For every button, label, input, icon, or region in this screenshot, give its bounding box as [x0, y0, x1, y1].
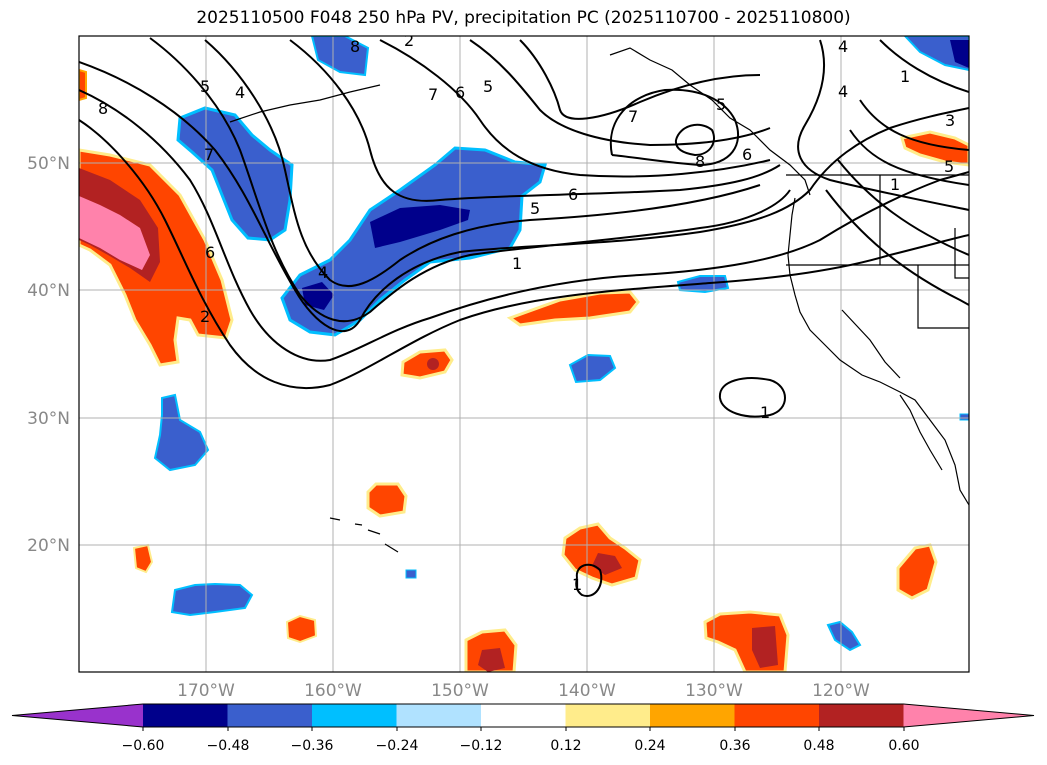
- contour-label: 4: [838, 82, 848, 101]
- contour-label: 6: [455, 83, 465, 102]
- colorbar-tick-label: −0.48: [207, 738, 250, 754]
- contour-label: 8: [98, 99, 108, 118]
- contour-label: 4: [318, 263, 328, 282]
- colorbar-segment: [143, 704, 228, 727]
- contour-label: 5: [483, 77, 493, 96]
- contour-label: 1: [760, 403, 770, 422]
- colorbar-tick-label: 0.36: [719, 738, 750, 754]
- coastlines: [229, 47, 969, 553]
- contour-label: 2: [200, 307, 210, 326]
- contour-label: 8: [350, 37, 360, 56]
- contour-label: 1: [572, 575, 582, 594]
- colorbar-segment: [396, 704, 482, 727]
- map-canvas: 8 5 4 7 6 4 2 8 6 5 7 6 5 1 2 7 8 6 5 1 …: [79, 31, 969, 672]
- lat-label: 50°N: [27, 154, 70, 174]
- colorbar-segment: [565, 704, 651, 727]
- lon-label: 120°W: [812, 681, 870, 701]
- contour-label: 5: [200, 77, 210, 96]
- lon-label: 160°W: [304, 681, 362, 701]
- colorbar-tick-label: −0.24: [376, 738, 419, 754]
- colorbar-segment: [734, 704, 820, 727]
- colorbar-tick-label: 0.60: [888, 738, 919, 754]
- colorbar-segment: [227, 704, 313, 727]
- contour-label: 4: [838, 37, 848, 56]
- contour-label: 2: [404, 31, 414, 50]
- colorbar-tick-label: −0.60: [122, 738, 165, 754]
- pv-contours: [79, 37, 969, 597]
- colorbar-segment: [819, 704, 904, 727]
- contour-label: 5: [716, 95, 726, 114]
- colorbar-extend-max: [903, 704, 1034, 727]
- lon-label: 130°W: [685, 681, 743, 701]
- contour-label: 4: [235, 83, 245, 102]
- colorbar-segments: [11, 703, 1035, 728]
- colorbar-tick-label: 0.48: [803, 738, 834, 754]
- map-frame: [78, 35, 970, 673]
- latitude-labels: 50°N 40°N 30°N 20°N: [27, 154, 70, 556]
- lon-label: 140°W: [558, 681, 616, 701]
- contour-labels: 8 5 4 7 6 4 2 8 6 5 7 6 5 1 2 7 8 6 5 1 …: [98, 31, 955, 594]
- contour-label: 1: [900, 67, 910, 86]
- lat-label: 40°N: [27, 281, 70, 301]
- colorbar-segment: [312, 704, 397, 727]
- contour-label: 7: [428, 85, 438, 104]
- lon-label: 150°W: [431, 681, 489, 701]
- precip-positive-shading: [79, 68, 969, 672]
- contour-label: 6: [568, 185, 578, 204]
- contour-label: 6: [205, 243, 215, 262]
- contour-label: 3: [945, 111, 955, 130]
- lat-label: 30°N: [27, 409, 70, 429]
- colorbar-segment: [481, 704, 566, 727]
- colorbar: −0.60 −0.48 −0.36 −0.24 −0.12 0.12 0.24 …: [11, 703, 1035, 754]
- contour-label: 6: [742, 145, 752, 164]
- colorbar-tick-label: 0.24: [634, 738, 665, 754]
- colorbar-extend-min: [12, 704, 143, 727]
- colorbar-ticks: [142, 727, 905, 731]
- colorbar-tick-label: −0.36: [291, 738, 334, 754]
- colorbar-segment: [650, 704, 735, 727]
- contour-label: 7: [204, 145, 214, 164]
- lat-label: 20°N: [27, 536, 70, 556]
- contour-label: 8: [695, 152, 705, 171]
- contour-label: 5: [530, 199, 540, 218]
- colorbar-tick-label: −0.12: [460, 738, 503, 754]
- longitude-labels: 170°W 160°W 150°W 140°W 130°W 120°W: [177, 681, 870, 701]
- colorbar-tick-label: 0.12: [550, 738, 581, 754]
- colorbar-tick-labels: −0.60 −0.48 −0.36 −0.24 −0.12 0.12 0.24 …: [122, 738, 920, 754]
- lon-label: 170°W: [177, 681, 235, 701]
- contour-label: 1: [512, 254, 522, 273]
- contour-label: 5: [944, 157, 954, 176]
- contour-label: 7: [628, 107, 638, 126]
- contour-label: 1: [890, 175, 900, 194]
- precip-negative-shading: [153, 36, 969, 652]
- figure-title: 2025110500 F048 250 hPa PV, precipitatio…: [196, 8, 851, 28]
